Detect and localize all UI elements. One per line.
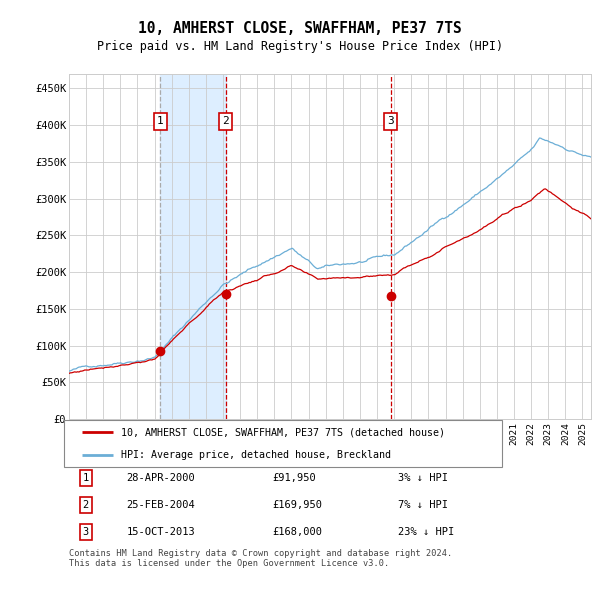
Text: 2: 2 [222,116,229,126]
Text: 1: 1 [83,473,89,483]
Text: £91,950: £91,950 [272,473,316,483]
Text: 7% ↓ HPI: 7% ↓ HPI [398,500,448,510]
Text: 23% ↓ HPI: 23% ↓ HPI [398,527,454,537]
Bar [160,74,226,419]
Text: HPI: Average price, detached house, Breckland: HPI: Average price, detached house, Brec… [121,450,391,460]
Text: 10, AMHERST CLOSE, SWAFFHAM, PE37 7TS (detached house): 10, AMHERST CLOSE, SWAFFHAM, PE37 7TS (d… [121,428,445,437]
Text: 3: 3 [83,527,89,537]
Text: £169,950: £169,950 [272,500,323,510]
Text: 15-OCT-2013: 15-OCT-2013 [127,527,195,537]
Text: 3: 3 [387,116,394,126]
Text: Price paid vs. HM Land Registry's House Price Index (HPI): Price paid vs. HM Land Registry's House … [97,40,503,53]
Text: 10, AMHERST CLOSE, SWAFFHAM, PE37 7TS: 10, AMHERST CLOSE, SWAFFHAM, PE37 7TS [138,21,462,35]
Text: Contains HM Land Registry data © Crown copyright and database right 2024.
This d: Contains HM Land Registry data © Crown c… [69,549,452,568]
Text: 3% ↓ HPI: 3% ↓ HPI [398,473,448,483]
Text: £168,000: £168,000 [272,527,323,537]
FancyBboxPatch shape [64,421,502,467]
Text: 1: 1 [157,116,163,126]
Text: 28-APR-2000: 28-APR-2000 [127,473,195,483]
Text: 2: 2 [83,500,89,510]
Text: 25-FEB-2004: 25-FEB-2004 [127,500,195,510]
